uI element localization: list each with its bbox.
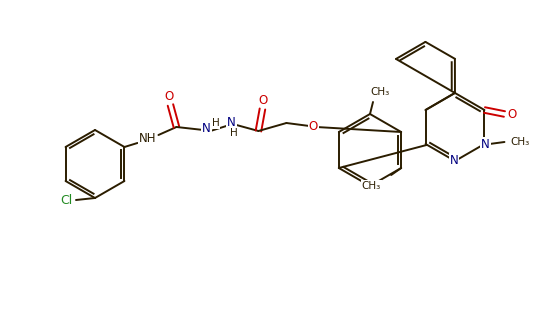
Text: N: N <box>227 116 236 129</box>
Text: O: O <box>165 90 174 103</box>
Text: NH: NH <box>139 133 156 145</box>
Text: CH₃: CH₃ <box>511 137 530 147</box>
Text: H: H <box>212 118 219 128</box>
Text: O: O <box>259 94 268 106</box>
Text: Cl: Cl <box>60 194 72 207</box>
Text: CH₃: CH₃ <box>362 181 381 191</box>
Text: O: O <box>508 108 517 120</box>
Text: N: N <box>481 138 490 150</box>
Text: H: H <box>230 128 237 138</box>
Text: N: N <box>450 154 458 167</box>
Text: O: O <box>309 120 318 134</box>
Text: N: N <box>202 123 211 135</box>
Text: CH₃: CH₃ <box>370 87 390 97</box>
